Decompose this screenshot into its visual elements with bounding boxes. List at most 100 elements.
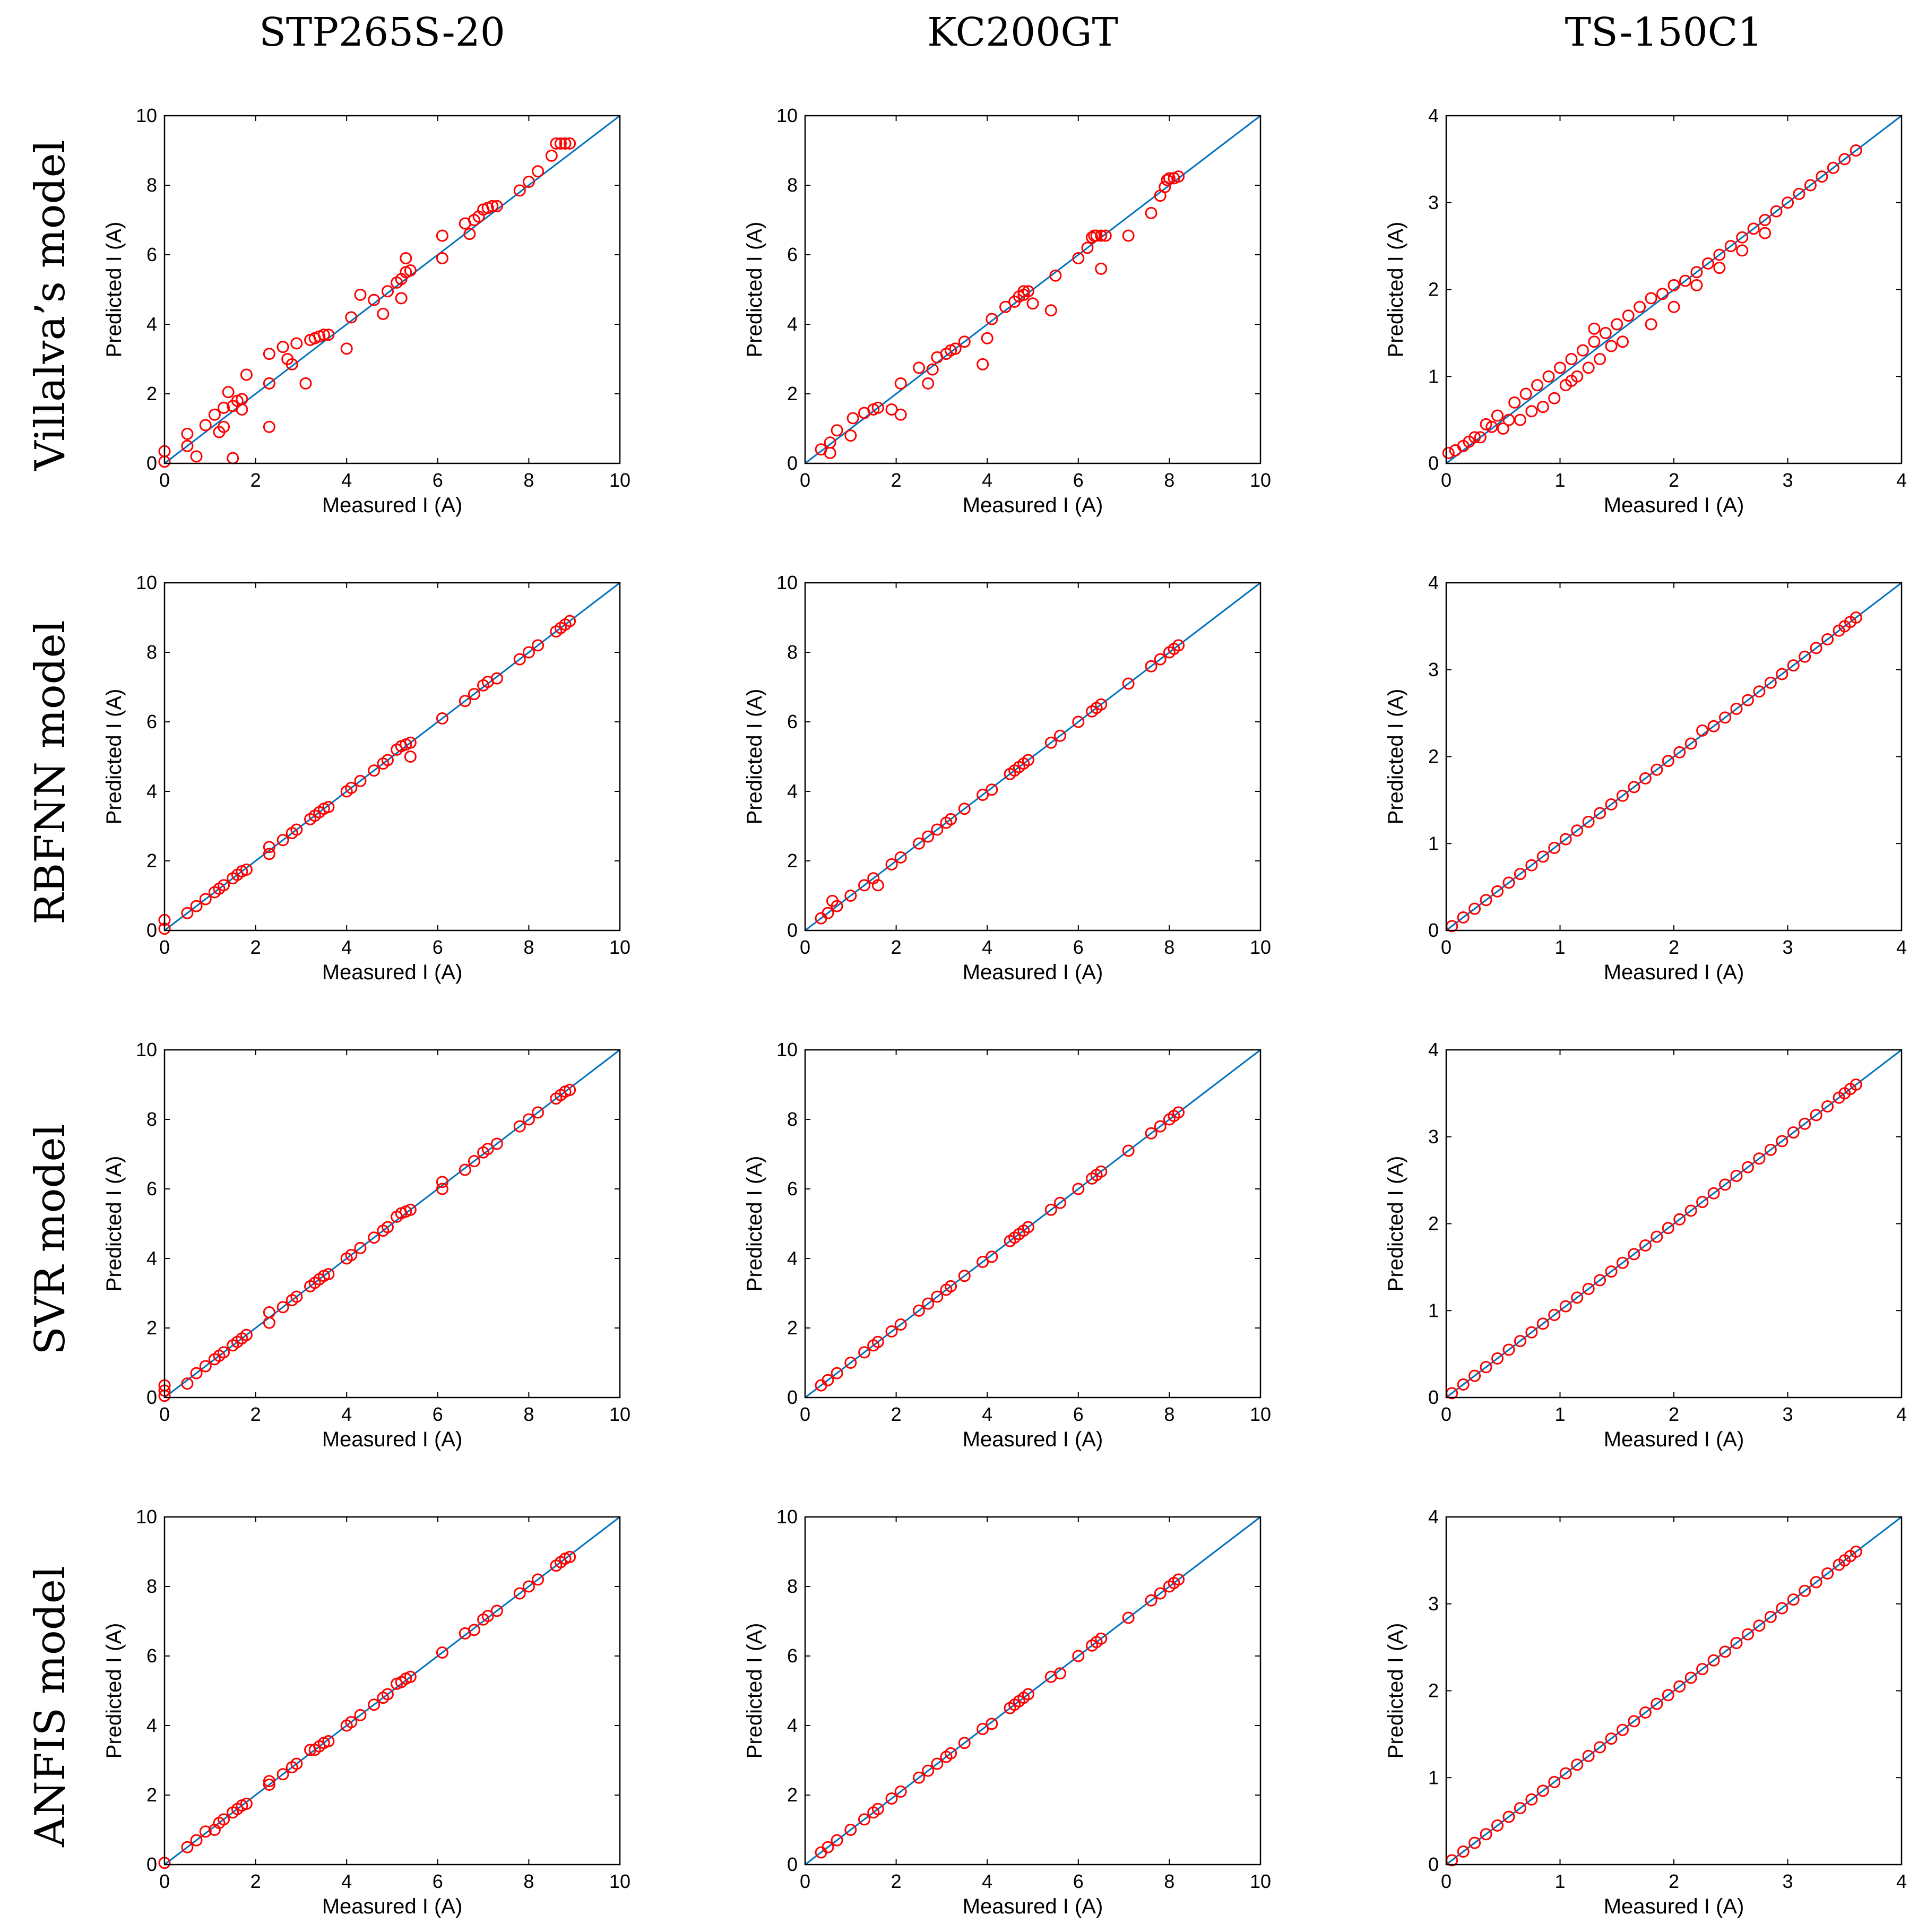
- y-tick-label: 0: [1428, 452, 1439, 474]
- data-point: [468, 1624, 480, 1636]
- data-point: [1594, 807, 1606, 820]
- x-tick-label: 1: [1554, 1870, 1565, 1892]
- data-point: [1782, 196, 1794, 209]
- x-tick-label: 2: [1669, 936, 1679, 958]
- data-point: [913, 361, 925, 374]
- x-axis-label: Measured I (A): [963, 1895, 1103, 1918]
- data-point: [218, 879, 230, 892]
- data-point: [181, 439, 194, 452]
- data-point: [240, 1797, 253, 1810]
- data-point: [436, 712, 448, 724]
- data-point: [1821, 1567, 1834, 1580]
- data-point: [532, 1573, 545, 1586]
- data-point: [894, 408, 907, 421]
- data-point: [1122, 677, 1135, 690]
- y-tick-label: 8: [787, 1575, 798, 1597]
- data-point: [1741, 1161, 1754, 1174]
- x-tick-label: 2: [250, 1403, 261, 1425]
- data-point: [481, 1610, 494, 1623]
- data-point: [1072, 1650, 1085, 1662]
- data-point: [1673, 1680, 1686, 1693]
- data-point: [1095, 1632, 1108, 1645]
- x-tick-label: 10: [609, 1403, 630, 1425]
- y-tick-label: 6: [787, 1645, 798, 1667]
- data-point: [1838, 153, 1851, 166]
- data-point: [1022, 285, 1034, 298]
- data-point: [977, 1256, 989, 1269]
- data-point: [1605, 340, 1618, 352]
- data-point: [1172, 1106, 1185, 1119]
- data-point: [1457, 1845, 1470, 1858]
- x-tick-label: 2: [891, 1870, 902, 1892]
- x-axis-label: Measured I (A): [322, 1428, 463, 1451]
- data-point: [486, 200, 499, 212]
- axes-frame: [804, 1049, 1262, 1399]
- y-axis-label: Predicted I (A): [1384, 1623, 1407, 1759]
- data-point: [1053, 1196, 1066, 1209]
- data-point: [490, 1137, 503, 1150]
- x-tick-label: 4: [982, 1403, 992, 1425]
- data-point: [1759, 227, 1772, 239]
- data-point: [564, 615, 576, 627]
- x-axis-label: Measured I (A): [1604, 1895, 1744, 1918]
- x-axis-label: Measured I (A): [1604, 1428, 1744, 1451]
- data-point: [559, 137, 572, 150]
- data-point: [381, 285, 394, 298]
- data-point: [1163, 172, 1176, 185]
- data-point: [222, 386, 235, 399]
- data-point: [871, 401, 884, 414]
- y-tick-label: 0: [146, 1386, 157, 1408]
- y-axis-label: Predicted I (A): [743, 1156, 766, 1292]
- data-point: [1645, 318, 1657, 331]
- y-tick-label: 0: [1428, 1853, 1439, 1875]
- data-point: [831, 900, 843, 912]
- data-point: [564, 1550, 576, 1563]
- data-point: [1480, 418, 1492, 430]
- data-point: [345, 1248, 358, 1261]
- data-point: [945, 1747, 957, 1760]
- data-point: [922, 377, 935, 390]
- data-point: [1684, 1671, 1697, 1684]
- data-point: [1145, 206, 1157, 219]
- y-axis-label: Predicted I (A): [1384, 222, 1407, 358]
- data-point: [1491, 1352, 1504, 1365]
- data-point: [1651, 1697, 1663, 1710]
- data-point: [1053, 1667, 1066, 1680]
- data-point: [263, 1775, 275, 1788]
- data-point: [1049, 269, 1062, 282]
- x-tick-label: 2: [250, 936, 261, 958]
- data-point: [922, 1764, 935, 1777]
- data-point: [1072, 715, 1085, 728]
- data-point: [1548, 841, 1561, 854]
- data-point: [190, 1367, 203, 1379]
- y-tick-label: 4: [146, 1247, 157, 1269]
- data-point: [1793, 187, 1805, 200]
- data-point: [1684, 737, 1697, 750]
- x-tick-label: 8: [1164, 936, 1174, 958]
- data-point: [1582, 1282, 1595, 1295]
- data-point: [522, 1113, 535, 1126]
- data-point: [1799, 1117, 1811, 1130]
- y-tick-label: 4: [787, 780, 798, 802]
- data-point: [858, 1346, 871, 1359]
- x-axis-label: Measured I (A): [963, 961, 1103, 984]
- data-point: [1753, 1619, 1766, 1632]
- data-point: [1787, 1126, 1800, 1139]
- reference-line: [1446, 1049, 1902, 1399]
- data-point: [490, 200, 503, 212]
- data-point: [1611, 318, 1623, 331]
- data-point: [1514, 1335, 1526, 1348]
- data-point: [871, 1335, 884, 1348]
- data-point: [871, 1802, 884, 1815]
- data-point: [1741, 1628, 1754, 1641]
- data-point: [1090, 229, 1103, 242]
- data-point: [844, 1824, 857, 1836]
- data-point: [885, 1325, 898, 1338]
- data-point: [1514, 868, 1526, 881]
- data-point: [1442, 446, 1455, 459]
- data-point: [1571, 1291, 1584, 1304]
- x-tick-label: 1: [1554, 1403, 1565, 1425]
- data-point: [1662, 1222, 1674, 1235]
- x-tick-label: 1: [1554, 469, 1565, 491]
- data-point: [481, 1143, 494, 1155]
